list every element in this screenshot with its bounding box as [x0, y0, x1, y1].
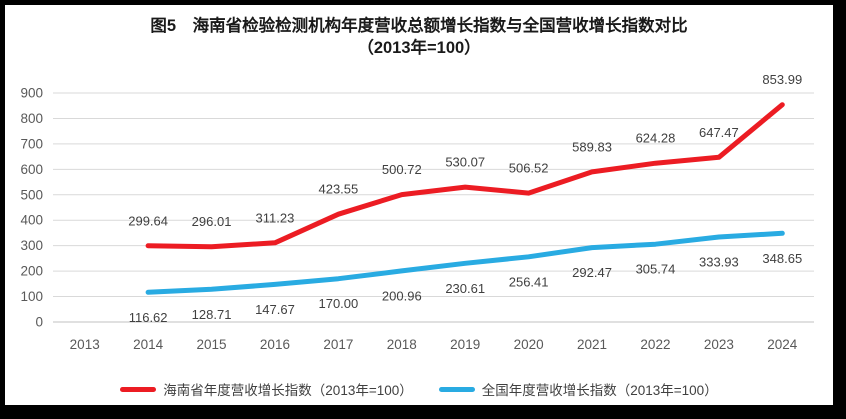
x-axis-tick-label: 2017	[323, 337, 353, 352]
legend-item-hainan: 海南省年度营收增长指数（2013年=100）	[120, 379, 413, 399]
x-axis-tick-label: 2019	[450, 337, 480, 352]
legend-item-national: 全国年度营收增长指数（2013年=100）	[438, 379, 718, 399]
chart-title: 图5 海南省检验检测机构年度营收总额增长指数与全国营收增长指数对比 （2013年…	[5, 15, 833, 59]
data-label-hainan: 589.83	[572, 139, 612, 154]
x-axis-tick-label: 2018	[387, 337, 417, 352]
data-label-hainan: 853.99	[762, 72, 802, 87]
data-label-hainan: 506.52	[509, 161, 549, 176]
legend-label-hainan: 海南省年度营收增长指数（2013年=100）	[163, 383, 413, 398]
y-axis-tick-label: 400	[20, 213, 43, 228]
data-label-national: 333.93	[699, 255, 739, 270]
y-axis-tick-label: 500	[20, 187, 43, 202]
chart-panel: 图5 海南省检验检测机构年度营收总额增长指数与全国营收增长指数对比 （2013年…	[5, 5, 833, 405]
data-label-hainan: 500.72	[382, 162, 422, 177]
chart-title-line1: 图5 海南省检验检测机构年度营收总额增长指数与全国营收增长指数对比	[150, 17, 688, 35]
data-label-hainan: 530.07	[445, 155, 485, 170]
y-axis-tick-label: 100	[20, 289, 43, 304]
y-axis-tick-label: 200	[20, 264, 43, 279]
data-label-hainan: 624.28	[636, 131, 676, 146]
data-label-hainan: 299.64	[128, 213, 168, 228]
x-axis-tick-label: 2023	[704, 337, 734, 352]
x-axis-tick-label: 2013	[70, 337, 100, 352]
data-label-hainan: 296.01	[192, 214, 232, 229]
data-label-national: 230.61	[445, 281, 485, 296]
data-label-national: 305.74	[636, 262, 676, 277]
legend-label-national: 全国年度营收增长指数（2013年=100）	[481, 383, 718, 398]
legend-line-red	[120, 386, 157, 392]
data-label-national: 128.71	[192, 307, 232, 322]
y-axis-tick-label: 0	[35, 315, 43, 330]
data-label-national: 170.00	[318, 296, 358, 311]
y-axis-tick-label: 800	[20, 111, 43, 126]
chart-legend: 海南省年度营收增长指数（2013年=100） 全国年度营收增长指数（2013年=…	[5, 378, 833, 400]
x-axis-tick-label: 2015	[197, 337, 227, 352]
data-label-hainan: 311.23	[256, 210, 295, 225]
data-label-national: 348.65	[762, 251, 802, 266]
data-label-national: 147.67	[255, 302, 295, 317]
chart-title-line2: （2013年=100）	[357, 39, 481, 57]
y-axis-tick-label: 300	[20, 238, 43, 253]
y-axis-tick-label: 700	[20, 136, 43, 151]
y-axis-tick-label: 900	[20, 86, 43, 101]
x-axis-tick-label: 2020	[514, 337, 544, 352]
data-label-hainan: 647.47	[699, 125, 739, 140]
data-label-national: 116.62	[129, 310, 168, 325]
x-axis-tick-label: 2021	[577, 337, 607, 352]
data-label-hainan: 423.55	[318, 182, 358, 197]
series-line-hainan	[145, 102, 785, 250]
legend-line-blue	[438, 386, 475, 392]
data-label-national: 200.96	[382, 288, 422, 303]
line-chart: 0 100 200 300 400 500 600 700 800 900 2013 2014 2015…	[20, 72, 814, 352]
x-axis-tick-label: 2024	[767, 337, 798, 352]
x-axis-tick-label: 2016	[260, 337, 290, 352]
y-axis-tick-label: 600	[20, 162, 43, 177]
data-label-national: 292.47	[572, 265, 612, 280]
series-line-national	[145, 230, 785, 295]
data-label-national: 256.41	[509, 274, 549, 289]
x-axis-tick-label: 2014	[133, 337, 164, 352]
x-axis-tick-label: 2022	[640, 337, 670, 352]
